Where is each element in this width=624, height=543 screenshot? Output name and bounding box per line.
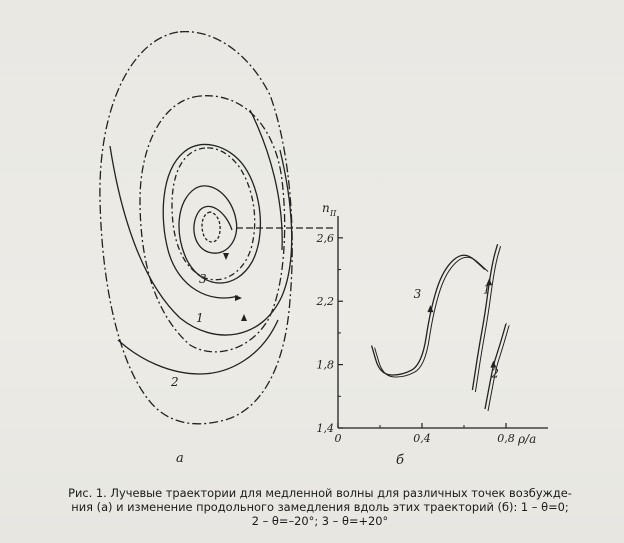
series-label-1: 1 xyxy=(483,282,491,296)
y-axis-label: n xyxy=(322,201,330,215)
x-tick-label: 0,8 xyxy=(497,432,515,445)
panel-a-arrow-down xyxy=(223,253,229,260)
y-tick-label: 2,6 xyxy=(316,232,335,245)
series-2-twin-line xyxy=(487,324,510,412)
series-3-twin-line xyxy=(374,256,489,378)
panel-a-middle-dashdot-curve xyxy=(139,95,286,353)
series-label-2: 2 xyxy=(490,366,499,380)
y-axis-label-subscript: II xyxy=(329,209,337,218)
figure-caption: Рис. 1. Лучевые траектории для медленной… xyxy=(40,486,600,528)
caption-line-1: Рис. 1. Лучевые траектории для медленной… xyxy=(68,486,572,500)
panel-a-label: а xyxy=(176,451,184,466)
x-axis-label: ρ/a xyxy=(517,432,536,446)
panel-a-curve-3 xyxy=(162,143,261,299)
series-1-line xyxy=(471,244,499,391)
panel-b-label: б xyxy=(396,453,404,468)
panel-a-arrow-up xyxy=(241,314,247,321)
y-tick-label: 1,4 xyxy=(317,422,335,435)
panel-a-curve-label-1: 1 xyxy=(196,311,204,325)
panel-a-outer-dashdot-curve xyxy=(99,30,293,425)
panel-a-curve-label-2: 2 xyxy=(170,375,179,389)
y-tick-label: 2,2 xyxy=(316,295,335,308)
panel-b-chart: 1,4 1,8 2,2 2,6 0 0,4 0,8 n II ρ/a 1 2 3 xyxy=(316,201,548,446)
panel-a xyxy=(99,30,336,425)
series-3-line xyxy=(370,254,486,376)
caption-line-3: 2 – θ=–20°; 3 – θ=+20° xyxy=(251,514,389,528)
series-1-arrow xyxy=(486,278,493,286)
panel-a-arrow-right xyxy=(235,295,242,301)
caption-line-2: ния (а) и изменение продольного замедлен… xyxy=(71,500,569,514)
panel-a-curve-label-3: 3 xyxy=(199,272,207,286)
panel-a-curve-1 xyxy=(109,145,293,336)
panel-a-center-dashed-loop xyxy=(201,211,221,243)
panel-a-right-solid-arc xyxy=(249,109,283,251)
y-tick-label: 1,8 xyxy=(317,359,335,372)
x-tick-label: 0,4 xyxy=(413,432,431,445)
series-label-3: 3 xyxy=(414,287,422,301)
series-1-twin-line xyxy=(474,246,502,393)
series-3-arrow xyxy=(427,305,434,313)
series-2-arrow xyxy=(490,360,497,368)
panel-a-inner-dashdot-curve xyxy=(171,147,256,281)
x-tick-label: 0 xyxy=(335,432,342,445)
panel-a-curve-2 xyxy=(117,319,279,375)
